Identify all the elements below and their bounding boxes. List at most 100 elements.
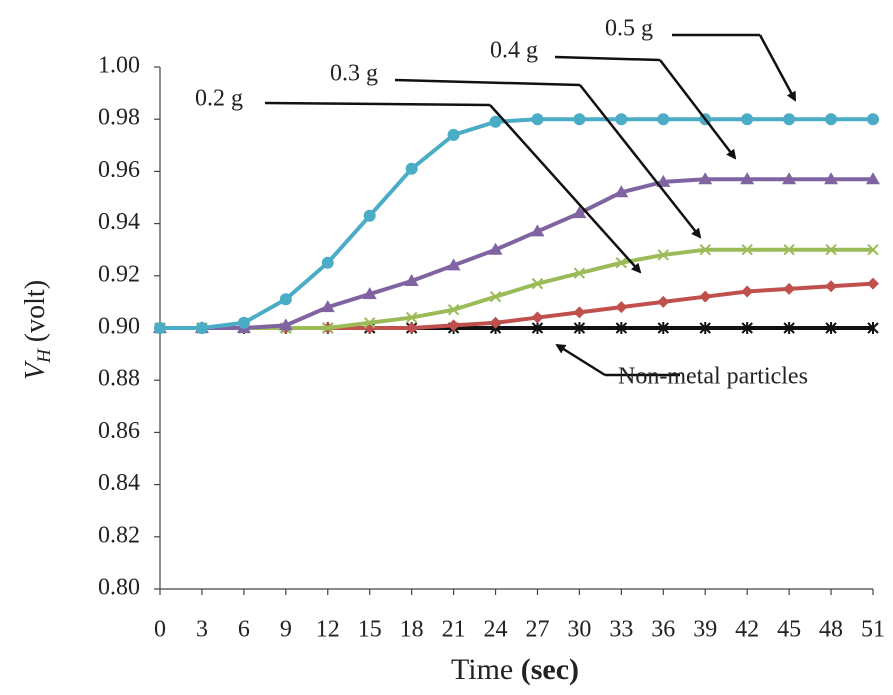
x-tick-label: 12	[316, 617, 340, 643]
point	[615, 113, 628, 126]
point	[867, 322, 879, 334]
point	[824, 172, 839, 185]
leader-arrow	[555, 343, 606, 377]
x-axis-label: Time (sec)	[451, 653, 579, 686]
point	[699, 243, 711, 256]
x-tick-label: 3	[196, 617, 208, 643]
point	[698, 172, 713, 185]
point	[531, 322, 544, 334]
point	[237, 316, 250, 329]
point	[741, 113, 754, 126]
point	[363, 317, 376, 329]
x-tick-label: 0	[154, 617, 166, 643]
point	[699, 290, 712, 303]
point	[657, 322, 670, 334]
point	[615, 301, 628, 314]
point	[699, 322, 711, 334]
point	[614, 185, 629, 198]
point	[489, 316, 502, 329]
point	[573, 113, 586, 126]
leader-arrow	[659, 59, 737, 160]
point	[405, 322, 418, 334]
point	[741, 243, 753, 256]
y-tick-label: 0.90	[98, 314, 140, 340]
point	[447, 319, 460, 332]
point	[783, 243, 795, 256]
point	[278, 318, 293, 331]
point	[572, 206, 587, 219]
point	[447, 128, 460, 141]
point	[825, 113, 838, 126]
x-tick-label: 48	[819, 617, 843, 643]
annotation: 0.3 g	[330, 61, 378, 87]
point	[488, 242, 503, 255]
x-tick-label: 33	[609, 617, 633, 643]
point	[783, 282, 796, 295]
leader-arrow	[579, 84, 702, 239]
x-tick-label: 30	[567, 617, 591, 643]
point	[530, 224, 545, 237]
point	[866, 172, 880, 185]
y-tick-label: 1.00	[98, 53, 140, 79]
point	[447, 304, 460, 316]
leader-arrow	[758, 34, 797, 102]
annotation: 0.2 g	[195, 86, 243, 112]
point	[362, 287, 377, 300]
point	[531, 113, 544, 126]
x-tick-label: 6	[238, 617, 250, 643]
point	[615, 257, 628, 269]
x-tick-label: 51	[861, 617, 885, 643]
x-tick-label: 24	[484, 617, 508, 643]
y-axis-label: VH (volt)	[20, 280, 55, 380]
y-tick-label: 0.98	[98, 105, 140, 131]
point	[615, 322, 628, 334]
y-tick-label: 0.82	[98, 522, 140, 548]
x-tick-label: 45	[777, 617, 801, 643]
leader-line	[554, 55, 661, 62]
point	[657, 113, 670, 126]
y-tick-label: 0.94	[98, 209, 140, 235]
x-tick-label: 39	[693, 617, 717, 643]
point	[446, 258, 461, 271]
point	[321, 256, 334, 269]
annotation: Non-metal particles	[618, 364, 808, 390]
point	[740, 172, 755, 185]
point	[195, 322, 208, 334]
point	[783, 113, 796, 126]
point	[867, 277, 879, 290]
leader-arrow	[489, 104, 642, 274]
point	[405, 162, 418, 175]
line	[160, 177, 873, 330]
point	[825, 322, 837, 334]
point	[154, 322, 166, 334]
point	[867, 113, 879, 126]
point	[363, 209, 376, 222]
point	[657, 295, 670, 308]
series	[153, 172, 880, 333]
point	[489, 290, 502, 303]
line	[160, 117, 873, 330]
point	[741, 285, 754, 298]
line	[160, 247, 873, 330]
point	[279, 293, 292, 306]
series	[154, 113, 879, 334]
x-tick-label: 15	[358, 617, 382, 643]
point	[573, 306, 586, 319]
leader-line	[264, 101, 491, 107]
x-tick-label: 36	[651, 617, 675, 643]
x-tick-label: 42	[735, 617, 759, 643]
y-tick-label: 0.88	[98, 366, 140, 392]
x-tick-label: 21	[442, 617, 466, 643]
y-tick-label: 0.96	[98, 157, 140, 183]
annotation: 0.4 g	[490, 38, 538, 64]
point	[825, 280, 838, 293]
point	[867, 243, 879, 256]
annotation: 0.5 g	[605, 16, 653, 42]
point	[404, 274, 419, 287]
point	[656, 174, 671, 187]
y-tick-label: 0.92	[98, 261, 140, 287]
x-tick-label: 27	[525, 617, 549, 643]
point	[741, 322, 753, 334]
point	[825, 243, 837, 256]
